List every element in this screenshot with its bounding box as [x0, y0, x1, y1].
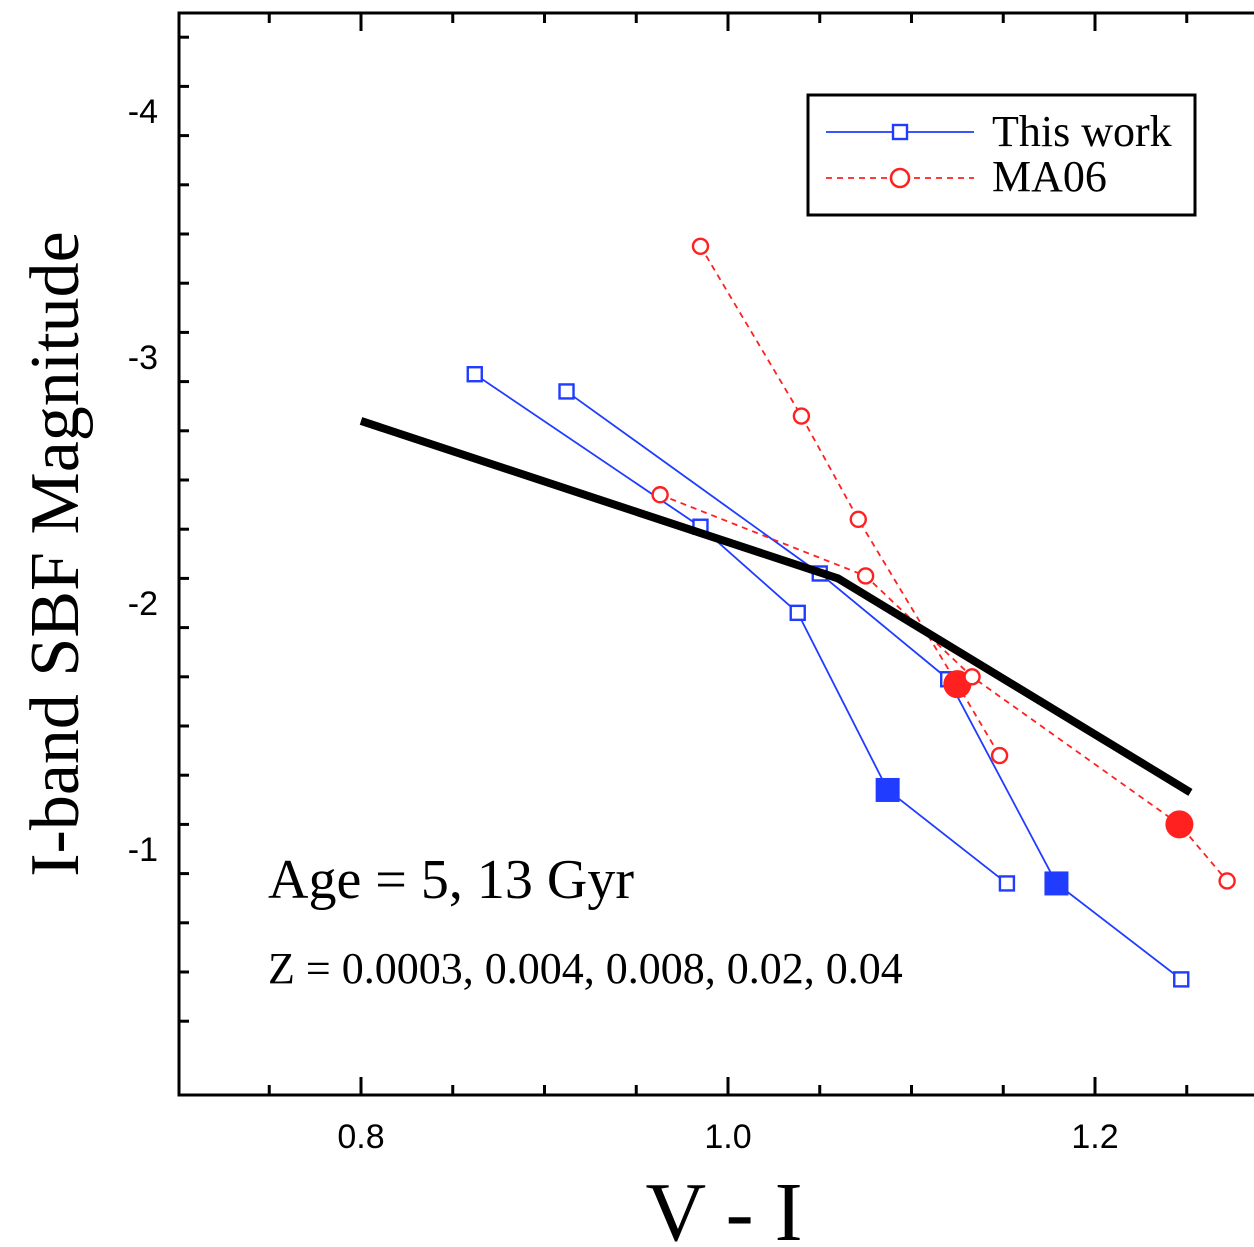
annotation-metallicity: Z = 0.0003, 0.004, 0.008, 0.02, 0.04 — [268, 944, 903, 993]
calibration-line — [359, 417, 1193, 796]
legend-marker-this-work — [891, 123, 909, 141]
annotation-age: Age = 5, 13 Gyr — [268, 849, 634, 911]
this-work-point — [558, 383, 575, 400]
series-age-5-gyr — [691, 237, 1009, 765]
ma06-point — [849, 510, 867, 529]
series-age-13-gyr — [466, 366, 1016, 892]
ma06-point — [691, 237, 710, 256]
ma06-point-filled — [1165, 810, 1194, 839]
x-tick-label: 0.8 — [337, 1118, 384, 1156]
ma06-point — [651, 486, 669, 504]
y-tick-label: -3 — [128, 339, 158, 377]
series-layer — [359, 237, 1236, 988]
ma06-point — [792, 407, 811, 425]
plot-frame — [177, 11, 1254, 1097]
this-work-point — [466, 366, 483, 383]
ma06-line — [659, 493, 1228, 882]
legend-label-this-work: This work — [992, 107, 1172, 156]
this-work-point-filled — [1044, 871, 1069, 896]
this-work-point — [1173, 971, 1190, 988]
legend-label-ma06: MA06 — [992, 152, 1107, 201]
y-tick-label: -1 — [128, 831, 158, 869]
ma06-point — [856, 567, 875, 585]
x-tick-labels: 0.8 1.0 1.2 — [337, 1118, 1118, 1156]
legend: This work MA06 — [806, 93, 1197, 217]
legend-marker-ma06 — [889, 167, 911, 189]
series-age-13-gyr — [651, 486, 1236, 890]
this-work-point-filled — [875, 777, 900, 802]
ma06-point — [990, 746, 1009, 765]
series-calibration — [359, 417, 1193, 796]
this-work-point — [789, 604, 806, 622]
ma06-point — [963, 668, 981, 686]
series-age-5-gyr — [558, 383, 1190, 988]
x-axis-title: V - I — [645, 1166, 802, 1247]
this-work-line — [565, 390, 1182, 981]
y-tick-labels: -1 -2 -3 -4 — [128, 93, 158, 869]
legend-swatches — [826, 123, 974, 189]
x-tick-label: 1.0 — [704, 1118, 751, 1156]
axis-ticks — [179, 13, 1189, 1095]
this-work-point — [998, 875, 1016, 892]
legend-box — [806, 93, 1197, 217]
y-axis-title: I-band SBF Magnitude — [17, 231, 94, 877]
y-tick-label: -2 — [128, 585, 158, 623]
x-tick-label: 1.2 — [1071, 1118, 1118, 1156]
ma06-point — [1218, 872, 1236, 890]
y-tick-label: -4 — [128, 93, 158, 131]
